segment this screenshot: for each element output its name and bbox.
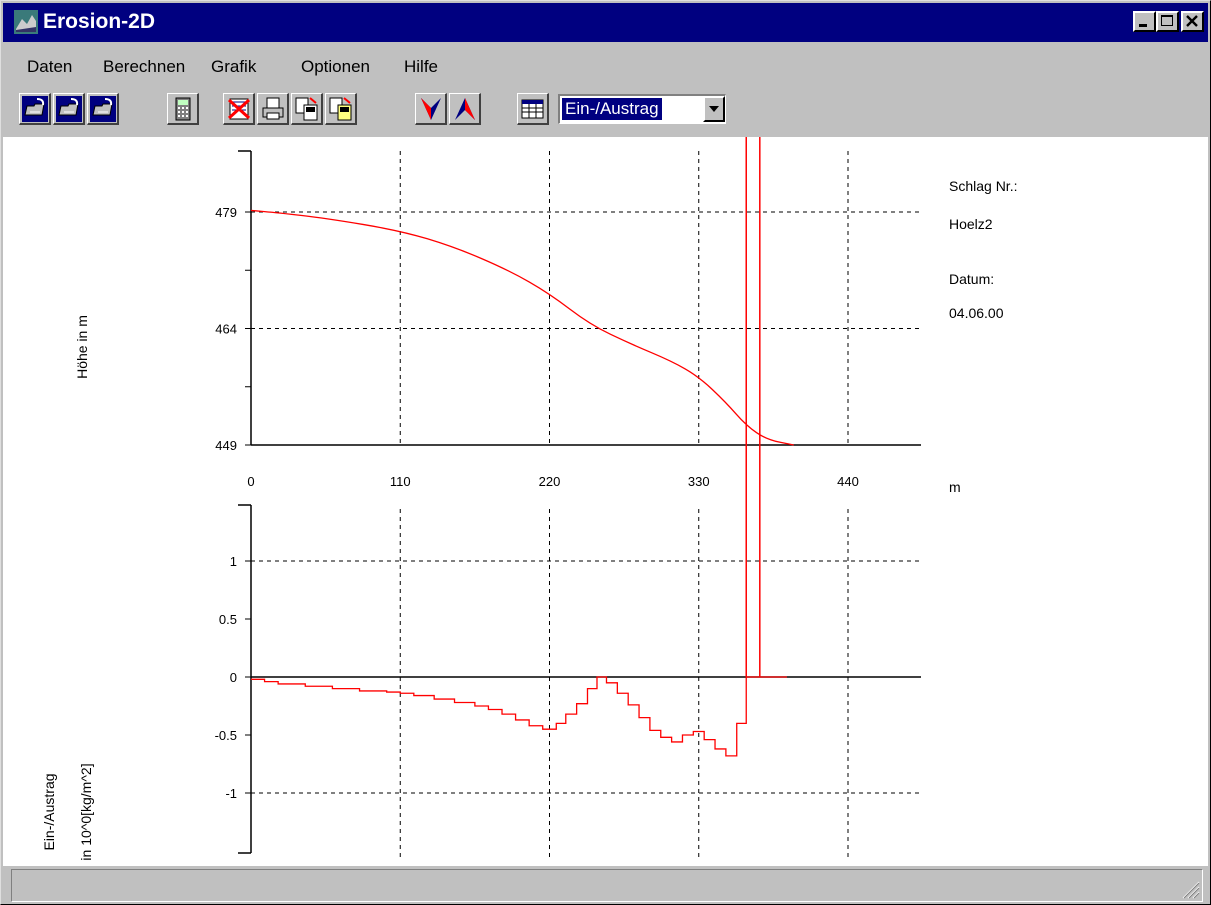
chart-canvas: 449 464 479 0 110 220 330 440 1 0.5 0 -0.5 -1 Höhe i…: [41, 137, 1017, 861]
minimize-icon: [1139, 24, 1147, 27]
open-icon: [56, 96, 82, 122]
x-tick-label: 110: [390, 474, 411, 489]
title-bar[interactable]: Erosion-2D: [3, 3, 1208, 42]
schlag-label: Schlag Nr.:: [949, 178, 1017, 194]
menu-hilfe[interactable]: Hilfe: [404, 57, 439, 76]
table-icon: [521, 99, 544, 119]
delete-icon: [227, 98, 251, 120]
chart-area: 449 464 479 0 110 220 330 440 1 0.5 0 -0.5 -1 Höhe i…: [3, 137, 1208, 866]
menu-optionen[interactable]: Optionen: [301, 57, 370, 76]
lower-y-axis-label-1: Ein-/Austrag: [41, 773, 57, 850]
minimize-button[interactable]: [1133, 11, 1156, 32]
close-icon: [1186, 15, 1198, 27]
open-button-1[interactable]: [19, 93, 51, 125]
lower-y-tick-label: 1: [230, 554, 237, 569]
window-title: Erosion-2D: [43, 10, 156, 33]
toolbar: Ein-/Austrag: [3, 89, 1208, 135]
lower-y-tick-label: -0.5: [215, 728, 237, 743]
open-icon: [90, 96, 116, 122]
scale-up-button[interactable]: [449, 93, 481, 125]
schlag-value: Hoelz2: [949, 216, 993, 232]
resize-grip-icon[interactable]: [1178, 877, 1200, 899]
view-select-dropdown[interactable]: [703, 96, 725, 122]
print-button[interactable]: [257, 93, 289, 125]
scale-down-button[interactable]: [415, 93, 447, 125]
lower-y-tick-label: -1: [225, 786, 237, 801]
chevron-down-icon: [709, 106, 719, 112]
view-select-value: Ein-/Austrag: [562, 98, 662, 120]
menu-daten[interactable]: Daten: [27, 57, 73, 76]
erosion-step-line: [251, 676, 787, 757]
delete-button[interactable]: [223, 93, 255, 125]
menu-grafik[interactable]: Grafik: [211, 57, 257, 76]
view-select[interactable]: Ein-/Austrag: [558, 94, 726, 124]
open-button-3[interactable]: [87, 93, 119, 125]
lower-y-tick-label: 0: [230, 670, 237, 685]
upper-y-axis-label: Höhe in m: [74, 315, 90, 379]
export-icon: [295, 97, 318, 121]
export-icon: [329, 97, 352, 121]
menu-bar: Daten Berechnen Grafik Optionen Hilfe: [3, 45, 1208, 85]
x-tick-label: 440: [837, 474, 859, 489]
arrow-down-icon: [421, 98, 441, 120]
datum-label: Datum:: [949, 271, 994, 287]
maximize-button[interactable]: [1156, 11, 1179, 32]
lower-y-tick-label: 0.5: [219, 612, 237, 627]
lower-y-axis-label-2: in 10^0[kg/m^2]: [78, 763, 94, 860]
arrow-up-icon: [455, 98, 475, 120]
upper-y-tick-label: 479: [215, 205, 237, 220]
calculator-icon: [175, 97, 191, 121]
table-button[interactable]: [517, 93, 549, 125]
open-icon: [22, 96, 48, 122]
x-tick-label: 220: [539, 474, 561, 489]
upper-y-tick-label: 449: [215, 438, 237, 453]
x-axis-unit-label: m: [949, 479, 961, 495]
app-icon: [14, 10, 38, 34]
export-button-2[interactable]: [325, 93, 357, 125]
menu-berechnen[interactable]: Berechnen: [103, 57, 186, 76]
status-bar: [11, 869, 1203, 902]
x-tick-label: 330: [688, 474, 710, 489]
calculate-button[interactable]: [167, 93, 199, 125]
x-tick-label: 0: [247, 474, 254, 489]
upper-y-tick-label: 464: [215, 322, 237, 337]
datum-value: 04.06.00: [949, 305, 1004, 321]
open-button-2[interactable]: [53, 93, 85, 125]
print-icon: [262, 97, 284, 120]
maximize-icon: [1161, 15, 1173, 26]
elevation-profile-line: [250, 209, 794, 446]
export-button-1[interactable]: [291, 93, 323, 125]
close-button[interactable]: [1181, 11, 1204, 32]
